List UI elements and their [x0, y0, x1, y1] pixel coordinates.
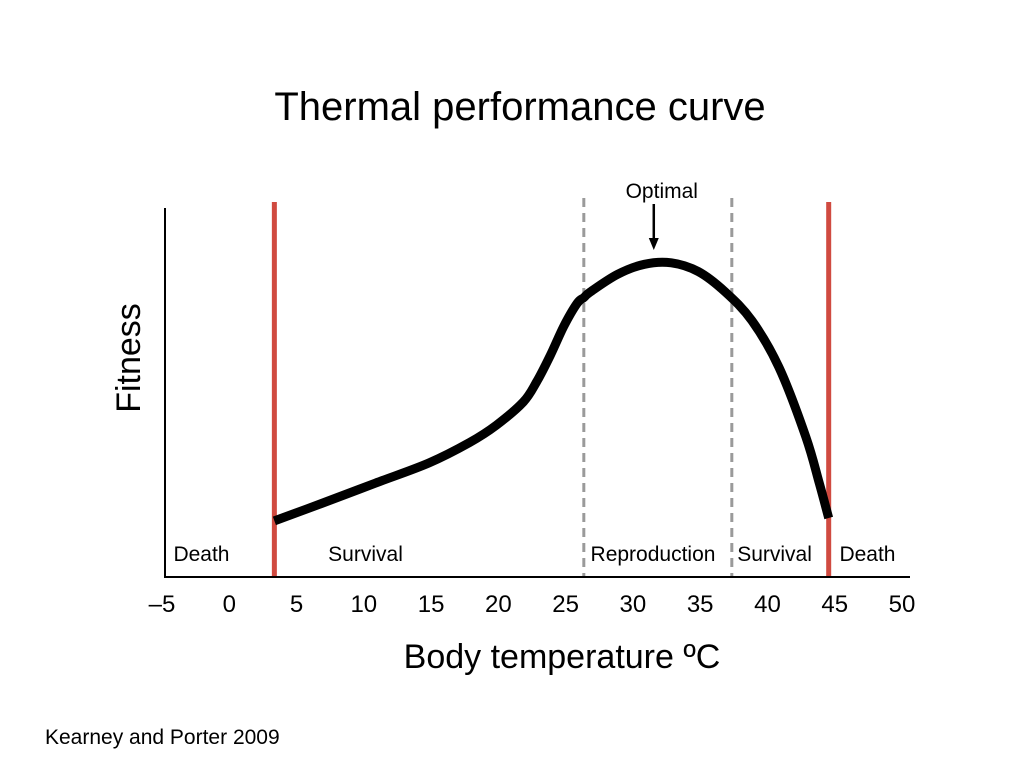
optimal-arrow-head [648, 238, 659, 250]
x-tick-label: 50 [889, 591, 916, 618]
chart-title: Thermal performance curve [274, 85, 765, 129]
region-label-death-4: Death [839, 543, 895, 566]
fitness-curve [272, 257, 834, 526]
x-tick-label: 5 [290, 591, 303, 618]
x-tick-label: 35 [687, 591, 714, 618]
x-tick-label: 10 [350, 591, 377, 618]
x-tick-label: 25 [552, 591, 579, 618]
x-tick-label: 30 [620, 591, 647, 618]
x-tick-label: 45 [821, 591, 848, 618]
source-citation: Kearney and Porter 2009 [45, 726, 280, 749]
x-tick-label: 40 [754, 591, 781, 618]
x-tick-label: 15 [418, 591, 445, 618]
x-tick-label: –5 [149, 591, 176, 618]
x-tick-label: 20 [485, 591, 512, 618]
region-label-survival-1: Survival [328, 543, 403, 566]
optimal-annotation-label: Optimal [626, 180, 698, 203]
x-axis-label: Body temperature ºC [404, 638, 721, 676]
region-label-death-0: Death [173, 543, 229, 566]
x-tick-label: 0 [223, 591, 236, 618]
region-label-survival-3: Survival [737, 543, 812, 566]
region-label-reproduction-2: Reproduction [591, 543, 716, 566]
y-axis-label: Fitness [110, 303, 148, 413]
